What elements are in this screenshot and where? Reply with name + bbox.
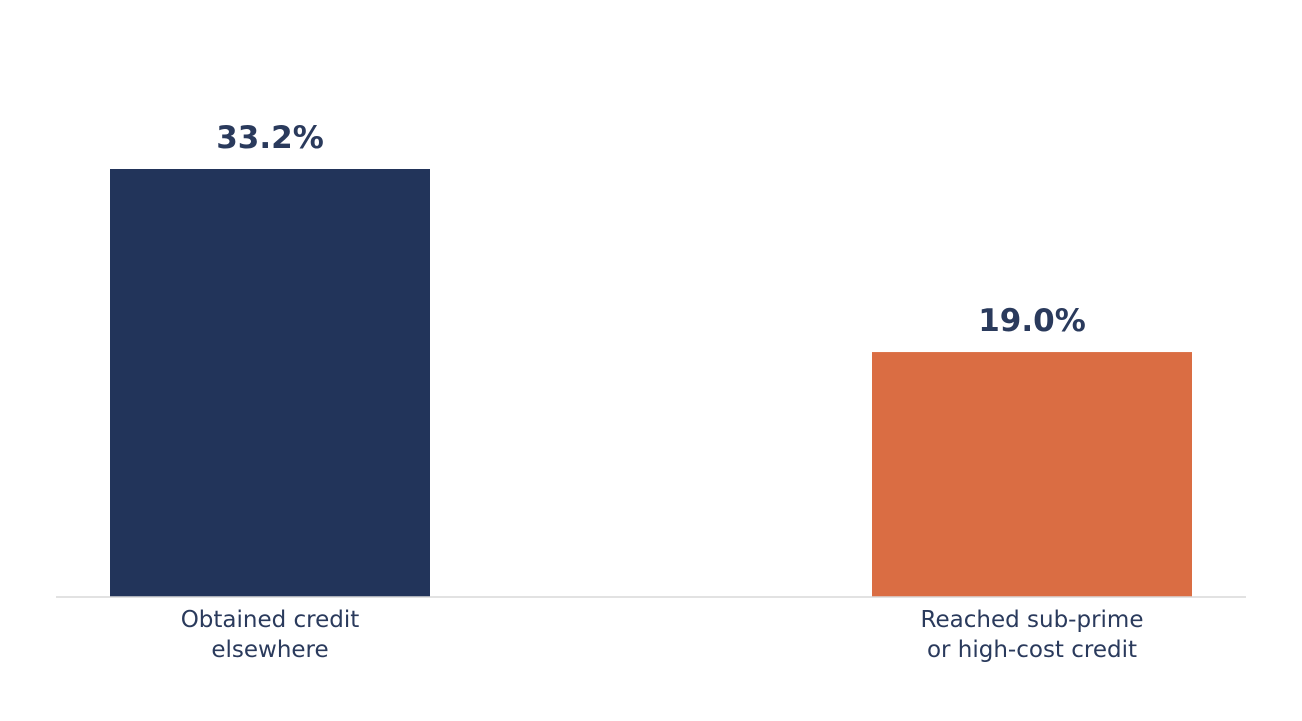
bar-1 <box>110 169 430 597</box>
bar-value-label-1: 33.2% <box>216 120 324 156</box>
bar-2 <box>872 352 1192 597</box>
category-label-1: Obtained credit elsewhere <box>181 607 360 663</box>
bar-value-label-2: 19.0% <box>978 303 1086 339</box>
category-label-line: elsewhere <box>211 637 328 663</box>
category-label-line: Reached sub-prime <box>921 607 1144 633</box>
category-label-line: Obtained credit <box>181 607 360 633</box>
category-label-line: or high-cost credit <box>927 637 1137 663</box>
category-label-2: Reached sub-prime or high-cost credit <box>921 607 1144 663</box>
